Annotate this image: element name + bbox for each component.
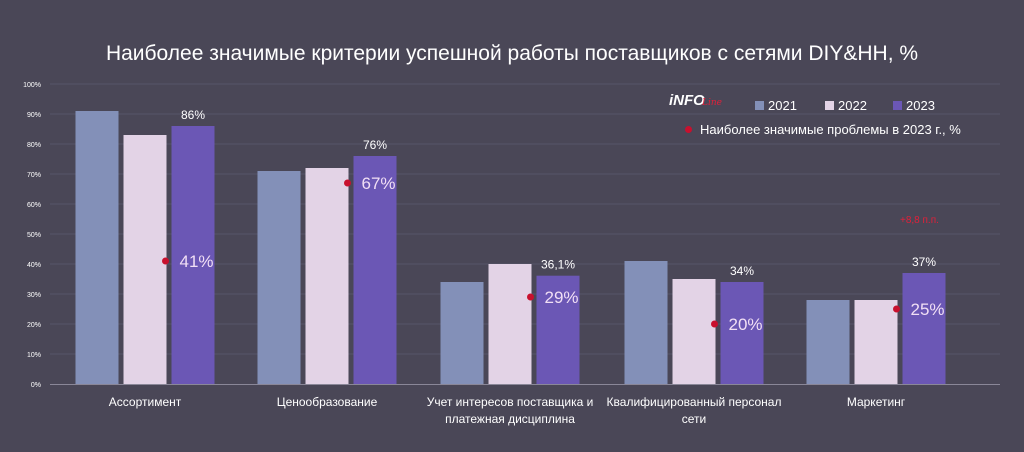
legend-item-problems: Наиболее значимые проблемы в 2023 г., % [685, 122, 961, 137]
problem-label: 29% [545, 288, 579, 307]
data-label-2023: 36,1% [541, 258, 575, 272]
problem-label: 67% [362, 174, 396, 193]
problem-marker [527, 293, 534, 301]
bar-2022 [123, 135, 167, 384]
x-tick-label: Ассортимент [109, 395, 182, 409]
bar-2023 [353, 156, 397, 384]
bar-2022 [854, 300, 898, 384]
bar-2021 [440, 282, 484, 384]
bar-2023 [902, 273, 946, 384]
bar-2022 [488, 264, 532, 384]
logo-sub: Line [702, 98, 722, 108]
data-label-2023: 76% [363, 138, 387, 152]
logo: iNFO Line [669, 92, 739, 112]
bar-2023 [720, 282, 764, 384]
problem-label: 20% [729, 315, 763, 334]
bar-2022 [672, 279, 716, 384]
bar-2021 [624, 261, 668, 384]
data-label-2023: 86% [181, 108, 205, 122]
delta-annotation: +8,8 п.п. [900, 215, 939, 226]
x-tick-label: Ценообразование [277, 395, 378, 409]
problem-marker [162, 257, 169, 265]
legend-swatch-2023 [893, 100, 902, 110]
problem-marker [893, 305, 900, 313]
x-tick-label: платежная дисциплина [445, 412, 575, 426]
problem-label: 41% [180, 252, 214, 271]
legend-label-2021: 2021 [768, 97, 797, 113]
x-tick-label: сети [682, 412, 706, 426]
bar-2021 [257, 171, 301, 384]
legend-item-2021: 2021 [755, 97, 797, 113]
problem-label: 25% [911, 300, 945, 319]
bar-2022 [305, 168, 349, 384]
y-tick-label: 100% [23, 82, 41, 89]
y-tick-label: 90% [27, 112, 41, 119]
legend-label-problems: Наиболее значимые проблемы в 2023 г., % [700, 122, 961, 137]
bar-2023 [536, 275, 580, 384]
x-tick-label: Маркетинг [847, 395, 906, 409]
y-tick-label: 30% [27, 292, 41, 299]
legend-swatch-2022 [825, 100, 834, 110]
legend-item-2022: 2022 [825, 97, 867, 113]
bar-2023 [171, 126, 215, 384]
data-label-2023: 34% [730, 264, 754, 278]
legend-swatch-2021 [755, 100, 764, 110]
logo-main: iNFO [669, 92, 705, 109]
legend-label-2022: 2022 [838, 97, 867, 113]
y-tick-label: 70% [27, 172, 41, 179]
y-tick-label: 0% [31, 382, 41, 389]
data-label-2023: 37% [912, 255, 936, 269]
y-tick-label: 40% [27, 262, 41, 269]
bar-2021 [75, 111, 119, 384]
x-tick-label: Учет интересов поставщика и [427, 395, 594, 409]
problem-marker [344, 179, 351, 187]
legend-dot-problems [685, 126, 692, 133]
y-tick-label: 50% [27, 232, 41, 239]
y-tick-label: 10% [27, 352, 41, 359]
bar-2021 [806, 300, 850, 384]
legend-item-2023: 2023 [893, 97, 935, 113]
chart-title: Наиболее значимые критерии успешной рабо… [105, 42, 919, 65]
legend: iNFO Line 2021 2022 2023 Наиболее значим… [669, 92, 989, 140]
y-tick-label: 60% [27, 202, 41, 209]
x-tick-label: Квалифицированный персонал [607, 395, 782, 409]
y-tick-label: 80% [27, 142, 41, 149]
y-tick-label: 20% [27, 322, 41, 329]
problem-marker [711, 320, 718, 328]
legend-label-2023: 2023 [906, 97, 935, 113]
